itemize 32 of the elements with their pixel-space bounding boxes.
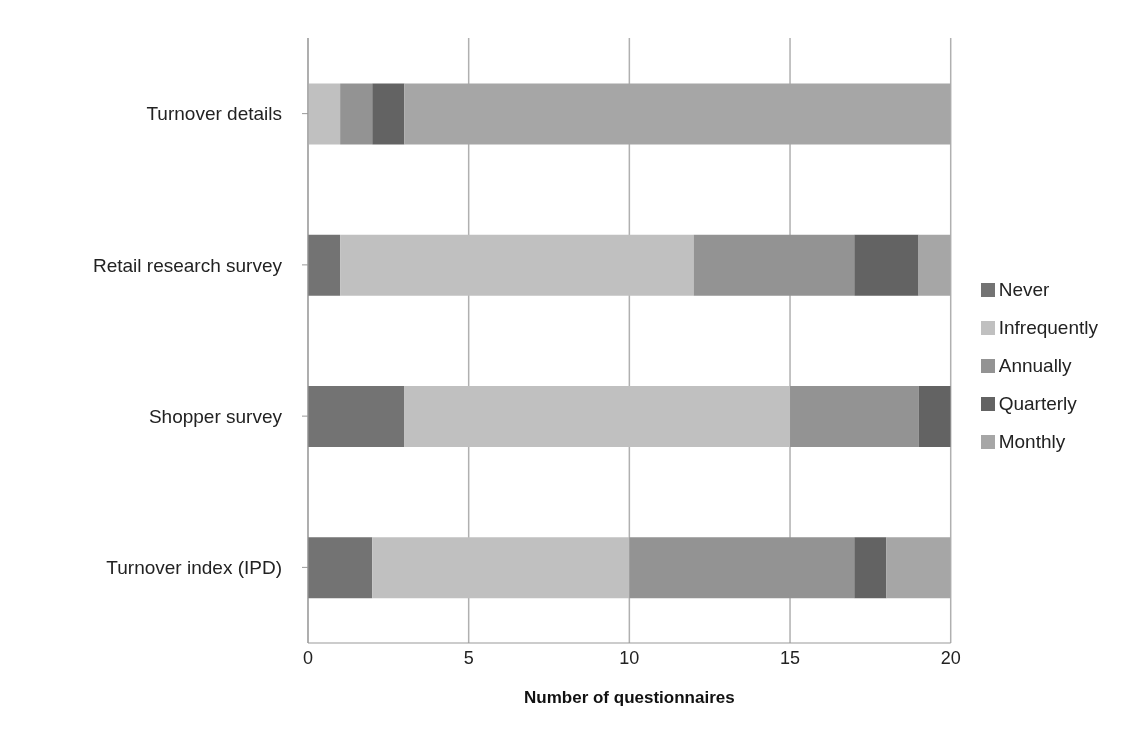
- legend-label: Quarterly: [998, 392, 1077, 414]
- bar: [340, 83, 373, 145]
- x-tick-label: 5: [463, 647, 474, 668]
- bar: [308, 385, 405, 447]
- legend-label: Infrequently: [998, 316, 1098, 338]
- bar: [308, 83, 341, 145]
- bar: [886, 537, 951, 599]
- bar: [854, 234, 919, 296]
- x-tick-label: 20: [940, 647, 961, 668]
- bar: [918, 234, 951, 296]
- legend-label: Annually: [998, 354, 1072, 376]
- x-tick-label: 0: [302, 647, 314, 668]
- y-tick-label: Turnover index (IPD): [106, 557, 282, 579]
- bar: [340, 234, 694, 296]
- y-tick-label: Turnover details: [146, 103, 282, 125]
- x-tick-label: 15: [780, 647, 801, 668]
- bar: [372, 83, 405, 145]
- y-tick-label: Retail research survey: [92, 254, 283, 276]
- legend-label: Monthly: [998, 430, 1066, 452]
- bar: [308, 537, 373, 599]
- bar: [854, 537, 887, 599]
- bar: [918, 385, 951, 447]
- bar: [629, 537, 855, 599]
- bar: [372, 537, 630, 599]
- x-axis-title: Number of questionnaires: [524, 688, 735, 707]
- bar: [404, 385, 791, 447]
- bar: [693, 234, 855, 296]
- x-tick-label: 10: [619, 647, 640, 668]
- bar: [308, 234, 341, 296]
- y-tick-label: Shopper survey: [148, 405, 283, 427]
- legend-label: Never: [998, 278, 1050, 300]
- bar: [790, 385, 919, 447]
